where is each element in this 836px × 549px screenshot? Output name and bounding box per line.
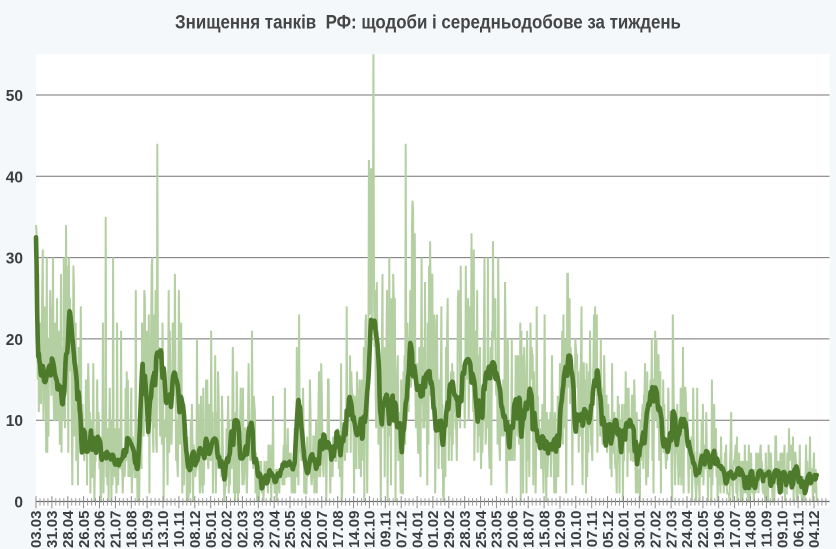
svg-text:13.10: 13.10: [155, 511, 172, 549]
svg-text:07.12: 07.12: [393, 511, 410, 549]
svg-text:07.11: 07.11: [584, 511, 601, 548]
svg-text:20.07: 20.07: [314, 511, 331, 549]
svg-text:04.01: 04.01: [409, 511, 426, 549]
svg-text:17.07: 17.07: [727, 511, 744, 549]
svg-text:19.06: 19.06: [711, 511, 728, 549]
svg-text:10.10: 10.10: [568, 511, 585, 549]
svg-text:05.12: 05.12: [600, 511, 617, 549]
svg-text:40: 40: [6, 169, 23, 186]
svg-text:03.03: 03.03: [28, 511, 45, 549]
svg-text:30.03: 30.03: [251, 511, 268, 549]
svg-text:10.11: 10.11: [171, 511, 188, 548]
svg-text:15.09: 15.09: [139, 511, 156, 549]
svg-text:08.12: 08.12: [187, 511, 204, 549]
svg-text:06.11: 06.11: [790, 511, 807, 548]
svg-text:27.02: 27.02: [647, 511, 664, 549]
svg-text:0: 0: [14, 495, 23, 512]
svg-text:50: 50: [6, 88, 23, 105]
svg-text:21.07: 21.07: [108, 511, 125, 549]
svg-text:18.08: 18.08: [124, 511, 141, 549]
svg-text:28.03: 28.03: [457, 511, 474, 549]
svg-text:02.01: 02.01: [616, 511, 633, 549]
svg-text:24.04: 24.04: [679, 510, 696, 548]
svg-text:14.08: 14.08: [743, 511, 760, 549]
svg-text:20: 20: [6, 332, 23, 349]
svg-text:30.01: 30.01: [632, 511, 649, 549]
svg-text:11.09: 11.09: [759, 511, 776, 548]
svg-text:18.07: 18.07: [520, 511, 537, 549]
svg-text:14.09: 14.09: [346, 511, 363, 549]
svg-text:26.05: 26.05: [76, 511, 93, 549]
svg-text:31.03: 31.03: [44, 511, 61, 549]
svg-text:10: 10: [6, 413, 23, 430]
svg-text:27.03: 27.03: [663, 511, 680, 549]
svg-text:25.05: 25.05: [282, 511, 299, 549]
svg-text:20.06: 20.06: [505, 511, 522, 549]
svg-text:12.10: 12.10: [362, 511, 379, 549]
svg-text:23.06: 23.06: [92, 511, 109, 549]
svg-text:23.05: 23.05: [489, 511, 506, 549]
svg-text:22.06: 22.06: [298, 511, 315, 549]
svg-text:12.09: 12.09: [552, 511, 569, 549]
svg-text:30: 30: [6, 251, 23, 268]
svg-text:29.02: 29.02: [441, 511, 458, 549]
svg-text:27.04: 27.04: [266, 510, 283, 548]
svg-text:05.01: 05.01: [203, 511, 220, 549]
svg-text:22.05: 22.05: [695, 511, 712, 549]
svg-text:15.08: 15.08: [536, 511, 553, 549]
svg-text:09.10: 09.10: [774, 511, 791, 549]
svg-text:04.12: 04.12: [806, 511, 823, 549]
svg-text:02.02: 02.02: [219, 511, 236, 549]
svg-text:01.02: 01.02: [425, 511, 442, 549]
svg-text:28.04: 28.04: [60, 510, 77, 548]
svg-text:25.04: 25.04: [473, 510, 490, 548]
svg-text:17.08: 17.08: [330, 511, 347, 549]
svg-text:02.03: 02.03: [235, 511, 252, 549]
svg-text:09.11: 09.11: [378, 511, 395, 548]
